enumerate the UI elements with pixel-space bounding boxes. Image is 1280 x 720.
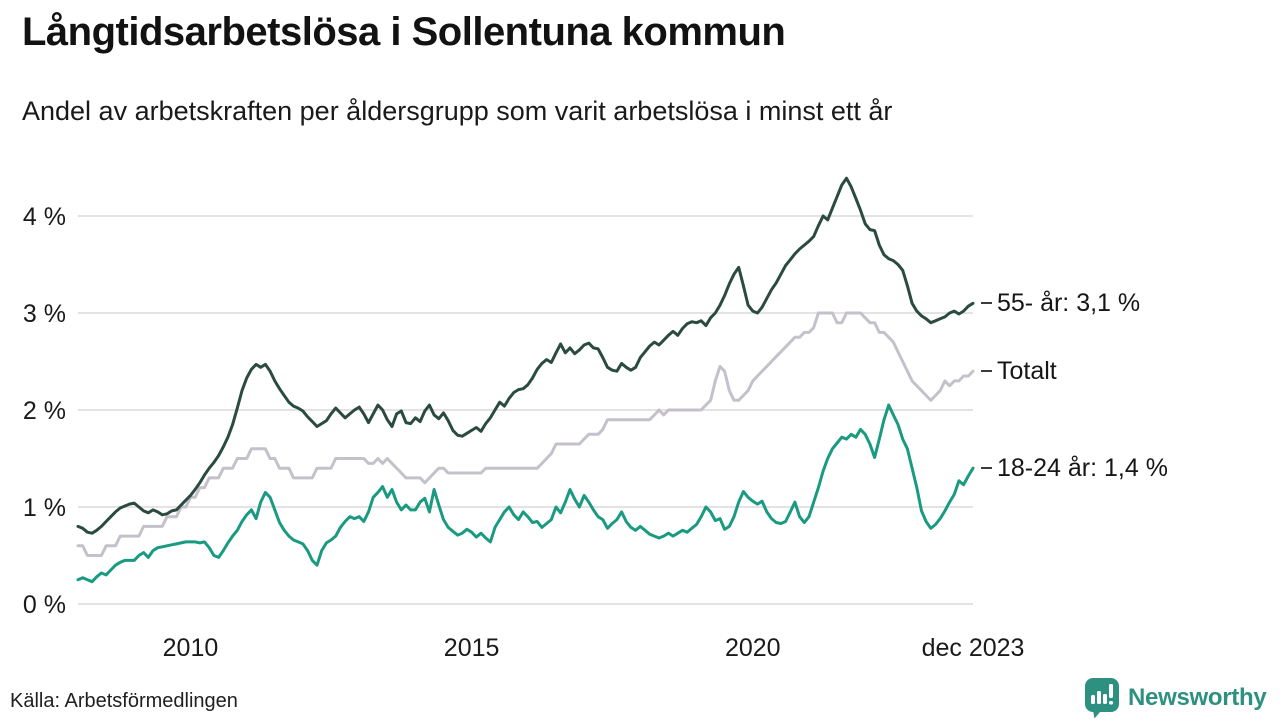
series-label-totalt: Totalt bbox=[997, 356, 1057, 385]
leader-tick-icon bbox=[981, 302, 992, 305]
series-annotation-18-24-ar: 18-24 år: 1,4 % bbox=[981, 452, 1168, 484]
series-line-totalt bbox=[76, 311, 975, 557]
y-tick-label: 4 % bbox=[23, 203, 66, 231]
series-label-18-24-ar: 18-24 år: 1,4 % bbox=[997, 453, 1168, 482]
bar-chart-pin-icon bbox=[1085, 678, 1119, 719]
page-subtitle: Andel av arbetskraften per åldersgrupp s… bbox=[22, 96, 893, 126]
x-tick-label: dec 2023 bbox=[922, 634, 1025, 662]
series-line-18-24-r bbox=[76, 403, 975, 584]
y-tick-label: 3 % bbox=[23, 300, 66, 328]
x-tick-label: 2020 bbox=[725, 634, 781, 662]
newsworthy-logo: Newsworthy bbox=[1084, 677, 1267, 719]
leader-tick-icon bbox=[981, 370, 992, 373]
y-tick-label: 2 % bbox=[23, 397, 66, 425]
leader-tick-icon bbox=[981, 467, 992, 470]
series-line-55-r bbox=[76, 176, 975, 535]
x-tick-label: 2015 bbox=[444, 634, 500, 662]
y-tick-label: 0 % bbox=[23, 591, 66, 619]
y-tick-label: 1 % bbox=[23, 494, 66, 522]
series-label-55-ar: 55- år: 3,1 % bbox=[997, 288, 1141, 317]
newsworthy-logo-text: Newsworthy bbox=[1128, 684, 1267, 711]
series-annotation-55-ar: 55- år: 3,1 % bbox=[981, 287, 1140, 319]
series-annotation-totalt: Totalt bbox=[981, 355, 1057, 387]
page-title: Långtidsarbetslösa i Sollentuna kommun bbox=[22, 10, 786, 54]
source-note: Källa: Arbetsförmedlingen bbox=[10, 690, 238, 712]
x-tick-label: 2010 bbox=[163, 634, 219, 662]
